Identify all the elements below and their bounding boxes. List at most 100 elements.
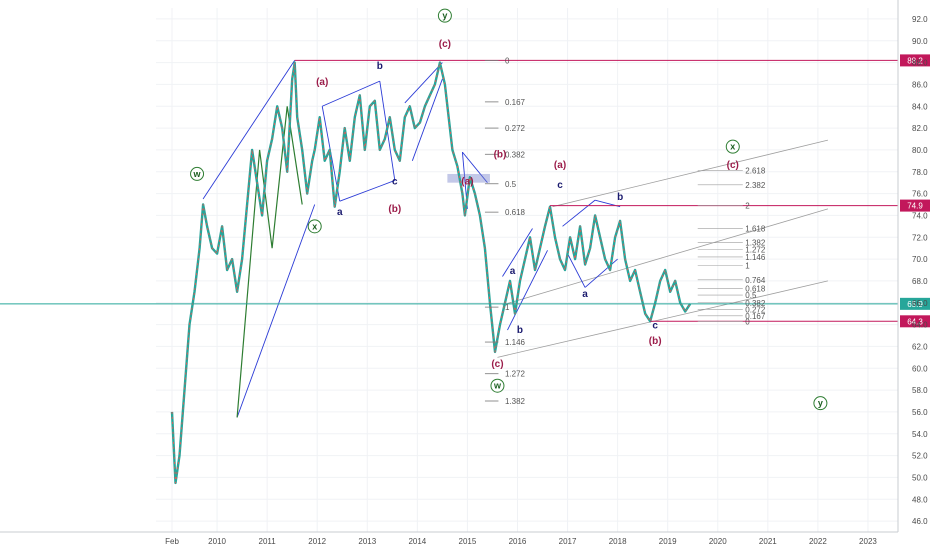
- fib-label: 1: [505, 303, 510, 312]
- wave-circle: [813, 396, 828, 411]
- y-tick-label: 52.0: [912, 452, 928, 461]
- fib-ext-label: 1.146: [745, 253, 766, 262]
- fib-ext-label: 0.272: [745, 305, 766, 314]
- channel-line: [502, 208, 829, 306]
- wave-label: a: [510, 266, 516, 277]
- wave-label: w: [493, 381, 502, 391]
- wave-line: [567, 253, 586, 288]
- wave-line: [507, 250, 548, 331]
- wave-circle: [490, 378, 505, 393]
- wave-line: [322, 80, 380, 107]
- y-tick-label: 60.0: [912, 364, 928, 373]
- y-tick-label: 84.0: [912, 102, 928, 111]
- channel-line: [497, 280, 828, 358]
- wave-label: (b): [388, 204, 401, 215]
- level-label: 65.9: [907, 300, 923, 309]
- x-tick-label: 2016: [509, 537, 527, 546]
- level-tag: [900, 297, 930, 310]
- x-tick-label: 2020: [709, 537, 727, 546]
- fib-ext-label: 1: [745, 262, 750, 271]
- y-tick-label: 46.0: [912, 517, 928, 526]
- wave-line: [236, 204, 316, 418]
- y-tick-label: 66.0: [912, 299, 928, 308]
- fib-ext-label: 0.167: [745, 312, 766, 321]
- x-tick-label: Feb: [165, 537, 179, 546]
- wave-label: b: [517, 325, 523, 336]
- wave-line-green: [236, 106, 303, 418]
- fib-ext-label: 2: [745, 202, 750, 211]
- wave-label: y: [818, 398, 823, 408]
- x-tick-label: 2012: [308, 537, 326, 546]
- fib-label: 0.618: [505, 208, 526, 217]
- y-tick-label: 68.0: [912, 277, 928, 286]
- wave-label: (c): [439, 39, 451, 50]
- fib-label: 1.146: [505, 338, 526, 347]
- x-tick-label: 2021: [759, 537, 777, 546]
- horizontal-levels: 88.2 74.9 65.9 64.3: [0, 54, 930, 328]
- price-series: [170, 61, 692, 485]
- price-line-down: [171, 62, 691, 484]
- fib-ext-label: 0.618: [745, 285, 766, 294]
- fib-ext-label: 0.764: [745, 276, 766, 285]
- wave-circle: [725, 139, 740, 154]
- wave-line: [404, 62, 443, 104]
- fib-label: 0: [505, 56, 510, 65]
- fib-ext-label: 0: [745, 317, 750, 326]
- y-tick-label: 90.0: [912, 37, 928, 46]
- fib-ext-label: 0.5: [745, 291, 757, 300]
- wave-label: w: [193, 169, 202, 179]
- wave-circle: [190, 166, 205, 181]
- fib-ext-label: 2.618: [745, 167, 766, 176]
- wave-label: (b): [649, 336, 662, 347]
- x-tick-label: 2023: [859, 537, 877, 546]
- fib-label: 0.5: [505, 180, 517, 189]
- wave-circle: [437, 8, 452, 23]
- x-tick-label: 2010: [208, 537, 226, 546]
- fib-ext-label: 0.382: [745, 299, 766, 308]
- level-tag: [900, 315, 930, 328]
- wave-line: [462, 151, 488, 183]
- wave-line: [202, 60, 296, 200]
- level-tag: [900, 199, 930, 212]
- y-tick-label: 62.0: [912, 342, 928, 351]
- x-tick-label: 2013: [358, 537, 376, 546]
- fib-ext-label: 1.618: [745, 225, 766, 234]
- wave-line: [562, 199, 596, 227]
- fib-label: 0.382: [505, 150, 526, 159]
- wave-label: a: [582, 289, 588, 300]
- y-tick-label: 64.0: [912, 321, 928, 330]
- wave-label: c: [557, 180, 563, 191]
- y-tick-label: 50.0: [912, 473, 928, 482]
- level-tag: [900, 54, 930, 67]
- wave-label: c: [392, 177, 398, 188]
- wave-label: (a): [316, 77, 328, 88]
- fib-label: 0.272: [505, 124, 526, 133]
- y-tick-label: 92.0: [912, 15, 928, 24]
- y-tick-label: 56.0: [912, 408, 928, 417]
- channel-line: [552, 139, 828, 208]
- wave-label: c: [652, 321, 658, 332]
- wave-line: [411, 78, 443, 161]
- wave-line: [502, 228, 533, 277]
- wave-label: y: [442, 11, 447, 21]
- x-tick-label: 2015: [459, 537, 477, 546]
- y-tick-label: 88.0: [912, 59, 928, 68]
- level-label: 74.9: [907, 202, 923, 211]
- y-tick-label: 86.0: [912, 80, 928, 89]
- y-tick-label: 70.0: [912, 255, 928, 264]
- wave-label: x: [730, 142, 735, 152]
- fib-label: 1.272: [505, 370, 526, 379]
- y-tick-label: 58.0: [912, 386, 928, 395]
- y-tick-label: 48.0: [912, 495, 928, 504]
- fib-label: 1.382: [505, 397, 526, 406]
- wave-label: (c): [727, 160, 739, 171]
- x-tick-label: 2018: [609, 537, 627, 546]
- level-label: 64.3: [907, 317, 923, 326]
- y-tick-label: 82.0: [912, 124, 928, 133]
- fib-ext-label: 1.272: [745, 245, 766, 254]
- wave-label: a: [337, 207, 343, 218]
- wave-label: x: [312, 221, 317, 231]
